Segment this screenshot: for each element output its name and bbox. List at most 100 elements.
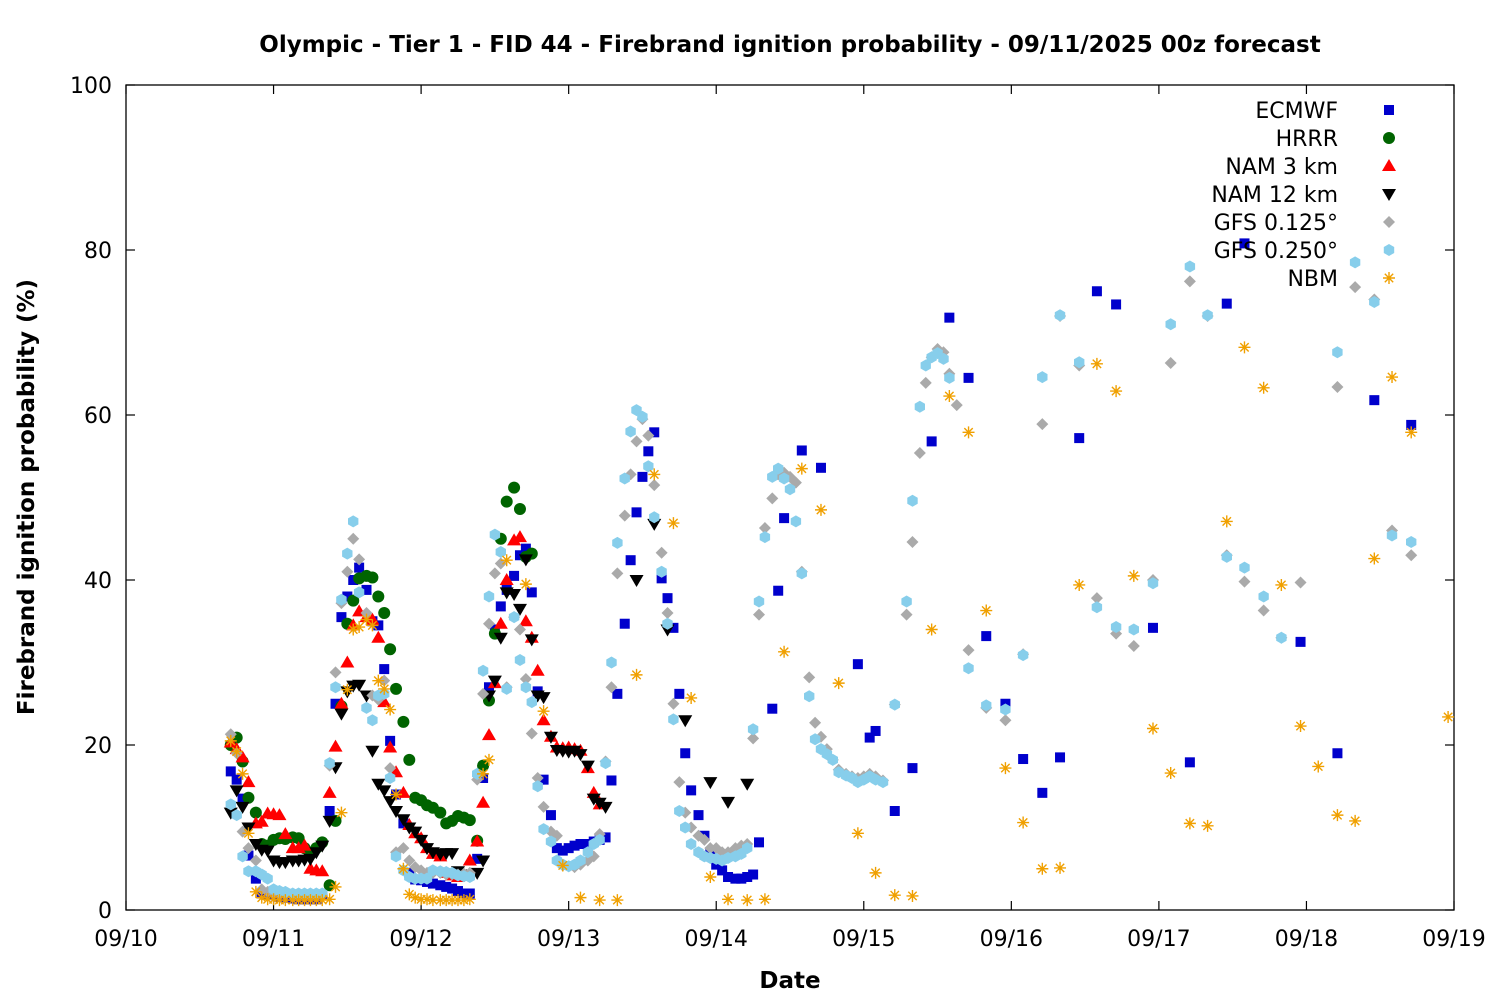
data-point (999, 714, 1012, 727)
data-point (340, 655, 355, 668)
data-point (366, 571, 379, 584)
data-point (389, 806, 404, 818)
data-point (464, 871, 475, 883)
series-ecmwf (225, 238, 1417, 905)
data-point (1369, 296, 1380, 308)
data-point (361, 701, 372, 714)
data-point (403, 854, 416, 867)
data-point (999, 762, 1012, 775)
data-point (477, 664, 489, 677)
data-point (612, 536, 623, 549)
data-point (832, 677, 845, 690)
series-gfs-0-125- (224, 275, 1418, 902)
data-point (889, 698, 900, 711)
data-point (563, 843, 574, 854)
data-point (372, 590, 385, 603)
data-point (809, 716, 822, 729)
data-point (795, 462, 808, 475)
data-point (1183, 275, 1196, 288)
data-point (518, 554, 533, 567)
data-point (611, 567, 624, 580)
data-point (647, 518, 662, 531)
data-point (747, 732, 760, 745)
data-point (1147, 577, 1159, 590)
data-point (742, 872, 753, 882)
data-point (642, 429, 655, 442)
data-point (384, 772, 396, 784)
data-point (900, 608, 913, 621)
data-point (403, 753, 416, 766)
data-point (703, 777, 718, 790)
data-point (441, 881, 452, 892)
data-point (508, 611, 520, 624)
y-tick-label: 40 (84, 569, 112, 594)
data-point (329, 666, 342, 679)
data-point (630, 668, 643, 681)
data-point (815, 462, 826, 473)
data-point (477, 767, 490, 780)
y-tick-label: 0 (98, 899, 112, 924)
data-point (656, 573, 667, 584)
legend-label: GFS 0.250° (1214, 239, 1338, 264)
data-point (519, 578, 532, 591)
data-point (1036, 418, 1049, 431)
data-point (520, 681, 532, 694)
data-point (472, 853, 483, 864)
data-point (297, 838, 312, 851)
data-point (377, 695, 392, 708)
data-point (1165, 318, 1176, 331)
data-point (648, 479, 661, 492)
data-point (1406, 536, 1417, 548)
data-point (1312, 760, 1325, 773)
data-point (230, 745, 243, 758)
data-point (574, 891, 587, 904)
data-point (495, 601, 506, 612)
data-point (1386, 529, 1398, 542)
data-point (1331, 380, 1344, 393)
data-point (537, 705, 550, 718)
data-point (1091, 286, 1102, 297)
data-point (434, 806, 447, 819)
data-point (500, 554, 513, 567)
legend-marker (1383, 272, 1395, 284)
data-point (250, 873, 261, 884)
data-point (237, 850, 248, 863)
data-point (914, 400, 925, 413)
data-point (403, 888, 416, 901)
data-point (606, 775, 617, 786)
data-point (457, 894, 470, 907)
data-point (926, 436, 937, 447)
data-point (686, 785, 697, 796)
data-point (938, 352, 949, 365)
data-point (1111, 299, 1122, 310)
legend-label: NAM 12 km (1211, 183, 1338, 208)
data-point (384, 703, 397, 716)
data-point (476, 855, 491, 868)
legend-label: ECMWF (1255, 99, 1338, 124)
data-point (303, 853, 318, 866)
data-point (242, 842, 255, 855)
data-point (1238, 341, 1251, 354)
data-point (678, 715, 693, 728)
data-point (383, 796, 398, 809)
data-point (619, 472, 630, 485)
data-point (267, 893, 280, 906)
data-point (1257, 381, 1270, 394)
data-point (341, 565, 354, 578)
data-point (315, 840, 330, 853)
data-point (235, 750, 250, 763)
data-point (766, 492, 779, 505)
data-point (390, 682, 403, 695)
data-point (514, 654, 526, 666)
data-point (1164, 767, 1177, 780)
data-point (489, 528, 501, 541)
data-point (704, 871, 717, 883)
data-point (625, 555, 636, 566)
data-point (255, 891, 268, 904)
data-point (803, 671, 816, 684)
x-tick-label: 09/12 (389, 927, 452, 952)
data-point (648, 468, 661, 481)
data-point (249, 806, 262, 819)
data-point (575, 839, 586, 849)
data-point (526, 587, 537, 598)
